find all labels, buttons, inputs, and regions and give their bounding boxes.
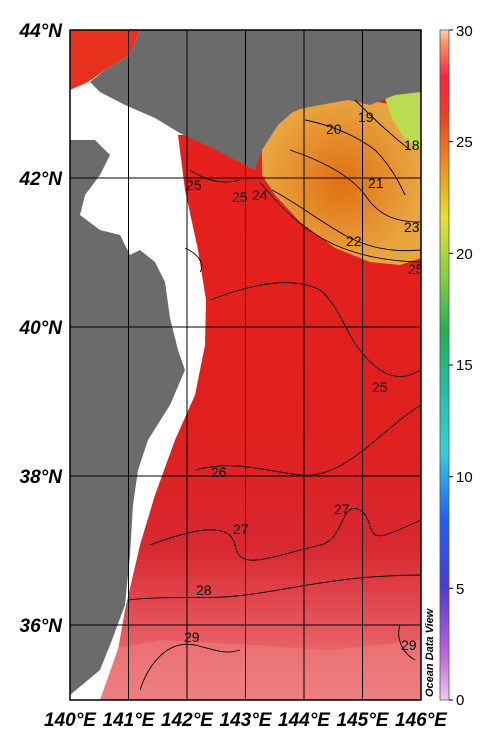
lon-label: 144°E [278,710,331,731]
colorbar-ticks [449,29,453,701]
lon-label: 141°E [103,710,156,731]
contour-label: 29 [184,629,200,645]
colorbar-label: 20 [456,246,473,263]
contour-label: 24 [252,187,268,203]
warm-core-eddy [262,98,421,265]
ocean-data-view-credit: Ocean Data View [424,607,436,697]
map-frame [69,29,422,701]
contour-labels: 19 20 18 21 25 24 22 23 25 25 25 26 27 2… [184,109,424,653]
isotherms [127,99,421,691]
contour-label: 29 [401,637,417,653]
lon-label: 142°E [161,710,214,731]
contour-label: 25 [232,189,248,205]
southern-warm-band [100,640,421,700]
map-area: 19 20 18 21 25 24 22 23 25 25 25 26 27 2… [70,30,424,700]
contour-label: 25 [372,379,388,395]
tohoku-land [70,140,185,695]
colorbar-gradient [439,29,450,701]
hokkaido-land [90,30,421,170]
colorbar-label: 15 [456,357,473,374]
colorbar-label: 5 [456,581,464,598]
colorbar-label: 0 [456,692,464,709]
lat-label: 36°N [20,616,64,637]
colorbar-label: 10 [456,469,473,486]
lon-label: 143°E [220,710,273,731]
contour-label: 27 [334,501,350,517]
lon-label: 145°E [337,710,390,731]
lon-label: 146°E [395,710,448,731]
contour-label: 18 [404,137,420,153]
contour-label: 20 [326,121,342,137]
lon-label: 140°E [44,710,97,731]
colorbar-label: 25 [456,134,473,151]
colorbar: 30 25 20 15 10 5 0 [439,23,473,709]
contour-label: 22 [346,233,362,249]
longitude-labels: 140°E 141°E 142°E 143°E 144°E 145°E 146°… [44,710,448,731]
lat-label: 44°N [19,21,64,42]
graticule [70,30,421,700]
contour-label: 21 [368,175,384,191]
contour-label: 28 [196,582,212,598]
contour-label: 23 [404,219,420,235]
lat-label: 38°N [20,467,64,488]
north-sea-patch [70,30,140,90]
contour-label: 25 [408,261,424,277]
contour-label: 19 [358,109,374,125]
colorbar-label: 30 [456,23,473,40]
contour-label: 27 [233,521,249,537]
cold-tongue [382,88,421,150]
contour-label: 25 [186,177,202,193]
latitude-labels: 44°N 42°N 40°N 38°N 36°N [19,21,64,637]
lat-label: 40°N [19,318,64,339]
lat-label: 42°N [19,169,64,190]
contour-label: 26 [211,464,227,480]
